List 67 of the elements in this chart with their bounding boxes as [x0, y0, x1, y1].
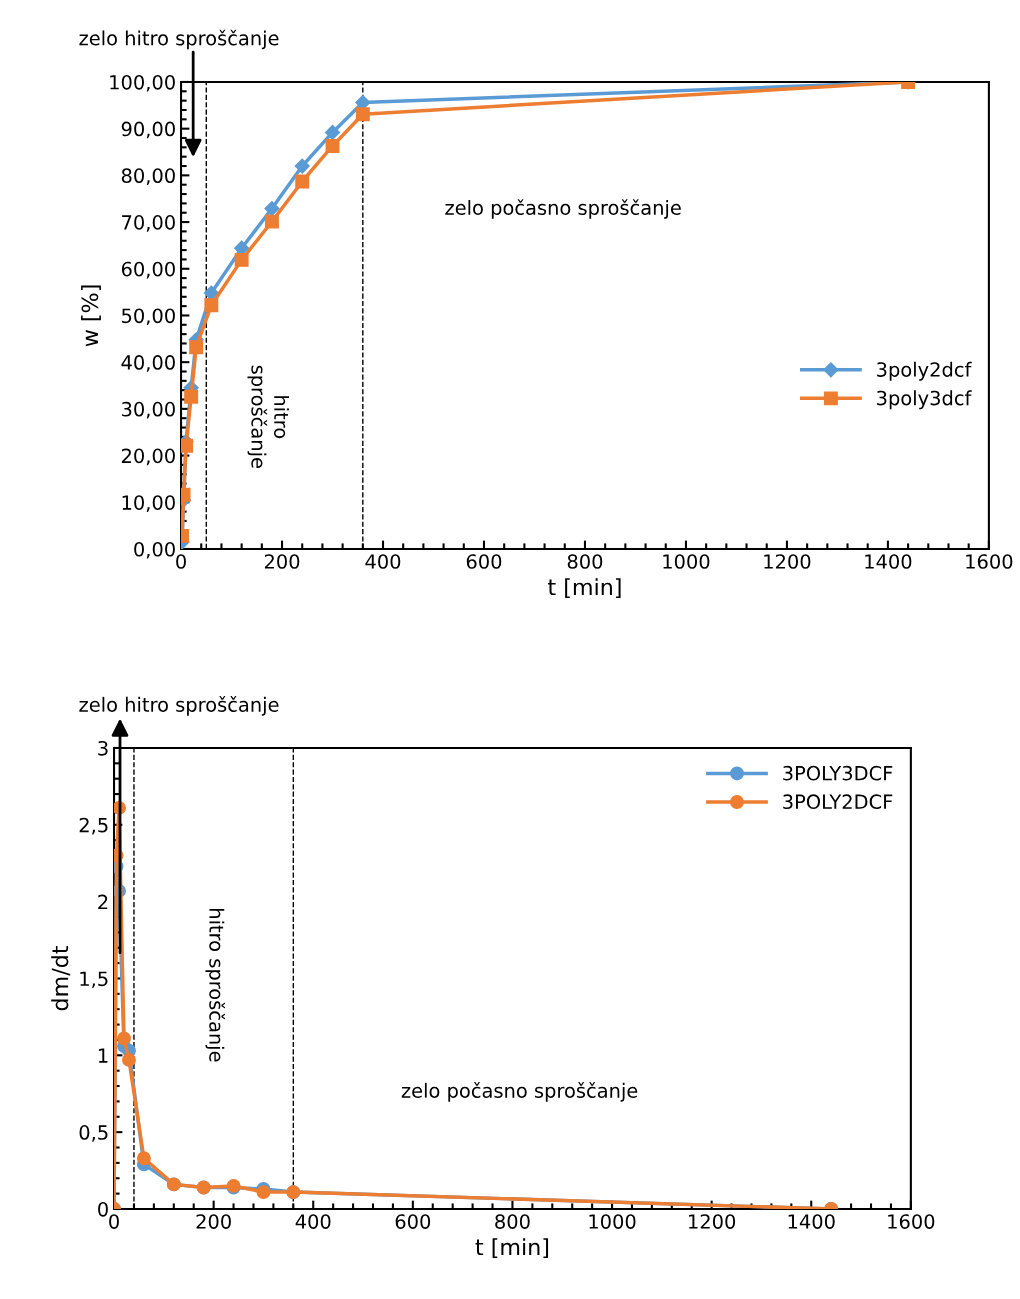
point — [324, 124, 341, 140]
annotation: hitro sproščanje — [205, 909, 226, 1062]
x-tick-label: 1400 — [865, 554, 912, 569]
y-tick-label: 0,00 — [134, 541, 175, 559]
x-tick-label: 200 — [264, 554, 300, 569]
y-tick-label: 0,5 — [79, 1125, 108, 1142]
x-tick-label: 600 — [395, 1214, 431, 1229]
x-tick-label: 0 — [109, 1214, 119, 1229]
legend-label: 3poly2dcf — [877, 361, 972, 381]
point — [264, 214, 279, 229]
legend-label: 3POLY3DCF — [783, 765, 893, 781]
x-tick-label: 800 — [495, 1214, 530, 1229]
y-tick-label: 50,00 — [122, 308, 175, 326]
annotation: zelo počasno sproščanje — [445, 199, 681, 219]
point — [122, 1052, 136, 1067]
annotation: hitro sproščanje — [247, 365, 290, 468]
x-axis-title: t [min] — [475, 1238, 549, 1259]
point — [295, 174, 310, 189]
x-tick-label: 400 — [365, 554, 401, 569]
y-tick-label: 30,00 — [122, 401, 175, 419]
x-tick-label: 200 — [196, 1214, 231, 1229]
point — [181, 438, 194, 453]
y-tick-label: 2 — [98, 894, 108, 910]
point — [256, 1185, 271, 1200]
y-tick-label: 3 — [98, 740, 108, 756]
point — [117, 1031, 131, 1046]
x-tick-label: 800 — [567, 554, 603, 569]
x-tick-label: 1200 — [764, 554, 811, 569]
x-tick-label: 1000 — [589, 1214, 636, 1229]
y-tick-label: 1,5 — [80, 971, 108, 989]
x-tick-label: 400 — [295, 1214, 331, 1229]
point — [204, 298, 219, 313]
legend-label: 3poly3dcf — [877, 390, 972, 410]
point — [234, 252, 249, 267]
y-tick-label: 90,00 — [121, 121, 175, 139]
point — [264, 200, 280, 217]
y-tick-label: 0 — [98, 1201, 108, 1217]
y-axis-title: w [%] — [81, 285, 101, 347]
point — [184, 389, 199, 404]
x-tick-label: 1400 — [788, 1214, 835, 1229]
x-tick-label: 1200 — [689, 1214, 736, 1229]
y-axis-title: dm/dt — [51, 945, 71, 1011]
point — [294, 158, 310, 174]
point — [325, 138, 340, 153]
y-tick-label: 40,00 — [121, 355, 175, 372]
y-tick-label: 20,00 — [121, 448, 175, 466]
text: zelo hitro sproščanje — [79, 29, 279, 50]
point — [189, 340, 204, 355]
y-tick-label: 80,00 — [121, 168, 175, 186]
point — [203, 285, 219, 301]
x-axis-title: t [min] — [548, 578, 621, 599]
y-tick-label: 70,00 — [122, 215, 175, 232]
y-tick-label: 2,5 — [79, 817, 108, 835]
point — [355, 107, 370, 122]
text: zelo hitro sproščanje — [79, 696, 279, 716]
y-tick-label: 10,00 — [122, 495, 175, 512]
y-tick-label: 100,00 — [110, 74, 175, 92]
point — [136, 1151, 151, 1166]
x-tick-label: 1000 — [663, 554, 710, 569]
x-tick-label: 1600 — [888, 1214, 935, 1229]
x-tick-label: 600 — [466, 554, 502, 569]
annotation: zelo počasno sproščanje — [401, 1082, 638, 1102]
x-tick-label: 1600 — [966, 554, 1013, 569]
y-tick-label: 1 — [98, 1048, 108, 1063]
legend-label: 3POLY2DCF — [783, 794, 893, 810]
y-tick-label: 60,00 — [121, 261, 175, 279]
x-tick-label: 0 — [176, 554, 186, 569]
